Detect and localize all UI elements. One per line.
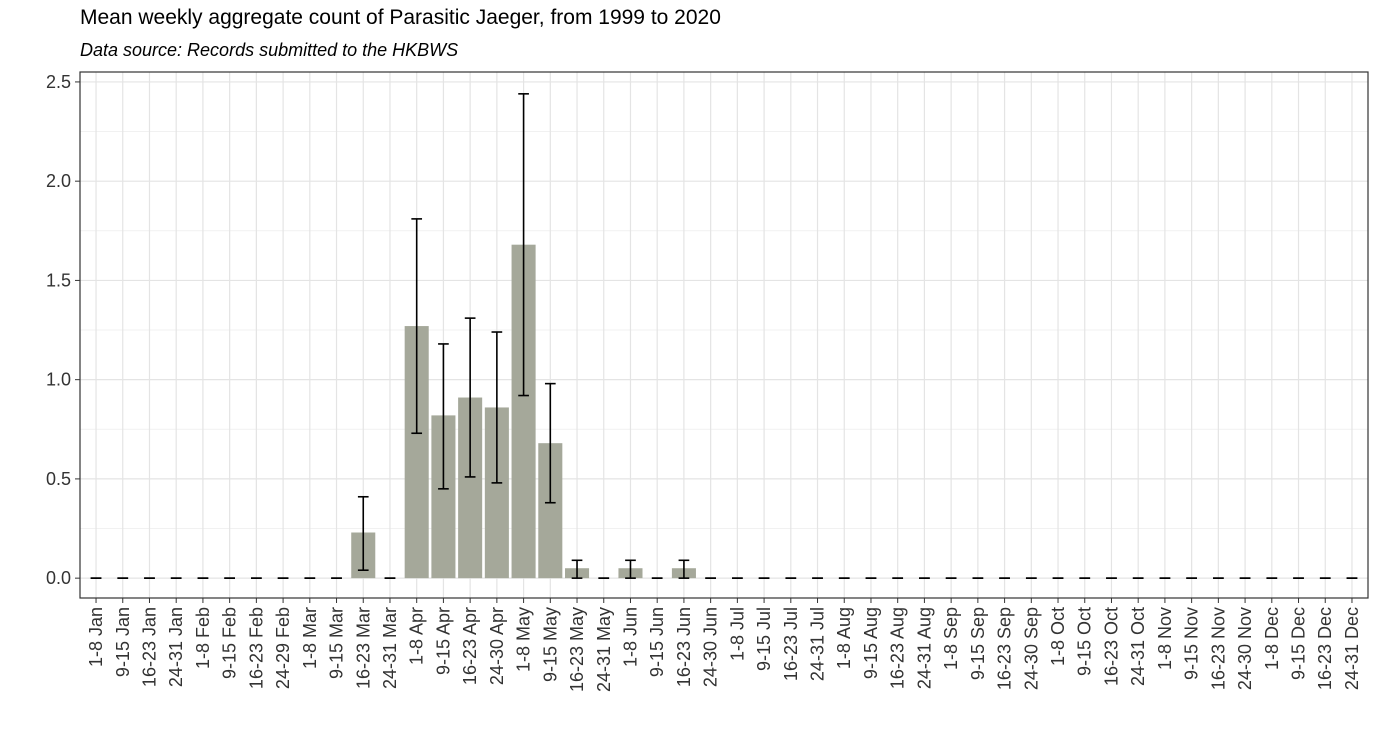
x-tick-label: 16-23 Nov	[1208, 607, 1228, 690]
x-tick-label: 9-15 Jun	[647, 607, 667, 677]
x-tick-label: 1-8 Jan	[86, 607, 106, 667]
error-bar	[411, 218, 423, 435]
x-tick-label: 16-23 Apr	[460, 607, 480, 685]
x-tick-label: 1-8 May	[514, 607, 534, 672]
x-tick-label: 16-23 Mar	[353, 607, 373, 689]
x-tick-label: 1-8 Sep	[941, 607, 961, 670]
x-tick-label: 9-15 May	[540, 607, 560, 682]
x-tick-label: 24-31 Aug	[914, 607, 934, 689]
x-tick-label: 16-23 Jun	[674, 607, 694, 687]
y-tick-label: 0.5	[46, 469, 71, 489]
x-tick-label: 9-15 Jan	[113, 607, 133, 677]
x-tick-label: 9-15 Oct	[1075, 607, 1095, 676]
x-tick-label: 16-23 Feb	[246, 607, 266, 689]
x-tick-label: 24-31 Mar	[380, 607, 400, 689]
x-tick-label: 9-15 Sep	[968, 607, 988, 680]
x-tick-label: 16-23 Sep	[995, 607, 1015, 690]
x-tick-label: 16-23 Aug	[888, 607, 908, 689]
error-bar	[491, 331, 503, 484]
error-bar	[571, 559, 583, 579]
axis-layer: 0.0 0.5 1.0 1.5 2.0 2.5 1-8 Jan 9-15 Jan 16-23 J…	[46, 72, 1362, 692]
x-tick-label: 16-23 May	[567, 607, 587, 692]
chart-subtitle: Data source: Records submitted to the HK…	[80, 40, 459, 60]
y-tick-label: 2.5	[46, 72, 71, 92]
y-tick-label: 2.0	[46, 171, 71, 191]
x-tick-label: 9-15 Feb	[220, 607, 240, 679]
x-tick-label: 9-15 Dec	[1289, 607, 1309, 680]
y-tick-label: 0.0	[46, 568, 71, 588]
x-tick-label: 1-8 Mar	[300, 607, 320, 669]
x-tick-label: 24-30 Nov	[1235, 607, 1255, 690]
x-tick-label: 24-30 Sep	[1021, 607, 1041, 690]
x-tick-label: 16-23 Oct	[1101, 607, 1121, 686]
error-bar-layer	[90, 93, 1358, 579]
error-bar	[544, 382, 556, 504]
x-tick-label: 1-8 Oct	[1048, 607, 1068, 666]
y-tick-label: 1.5	[46, 270, 71, 290]
x-tick-label: 24-31 May	[594, 607, 614, 692]
plot-panel-border	[79, 71, 1369, 599]
x-tick-label: 1-8 Jul	[727, 607, 747, 661]
x-tick-label: 1-8 Feb	[193, 607, 213, 669]
x-tick-label: 16-23 Dec	[1315, 607, 1335, 690]
x-tick-label: 1-8 Apr	[407, 607, 427, 665]
x-tick-label: 9-15 Aug	[861, 607, 881, 679]
x-tick-label: 1-8 Dec	[1262, 607, 1282, 670]
x-tick-label: 24-31 Oct	[1128, 607, 1148, 686]
x-tick-label: 9-15 Nov	[1182, 607, 1202, 680]
error-bar	[438, 343, 449, 490]
x-tick-label: 1-8 Aug	[834, 607, 854, 669]
x-tick-label: 9-15 Jul	[754, 607, 774, 671]
grid-layer	[80, 72, 1368, 598]
x-tick-label: 24-30 Jun	[701, 607, 721, 687]
x-tick-label: 24-31 Dec	[1342, 607, 1362, 690]
x-tick-label: 24-30 Apr	[487, 607, 507, 685]
chart-title: Mean weekly aggregate count of Parasitic…	[80, 6, 721, 29]
x-tick-label: 24-31 Jul	[808, 607, 828, 681]
x-tick-label: 1-8 Jun	[620, 607, 640, 667]
error-bar	[625, 559, 636, 579]
x-tick-label: 9-15 Apr	[433, 607, 453, 675]
error-bar	[357, 495, 369, 572]
error-bar	[678, 559, 690, 579]
x-tick-label: 24-31 Jan	[166, 607, 186, 687]
error-bar	[464, 317, 476, 478]
x-tick-label: 9-15 Mar	[327, 607, 347, 679]
y-tick-label: 1.0	[46, 370, 71, 390]
x-tick-label: 24-29 Feb	[273, 607, 293, 689]
x-tick-label: 16-23 Jan	[139, 607, 159, 687]
x-tick-label: 1-8 Nov	[1155, 607, 1175, 670]
error-bar	[518, 93, 529, 397]
x-tick-label: 16-23 Jul	[781, 607, 801, 681]
